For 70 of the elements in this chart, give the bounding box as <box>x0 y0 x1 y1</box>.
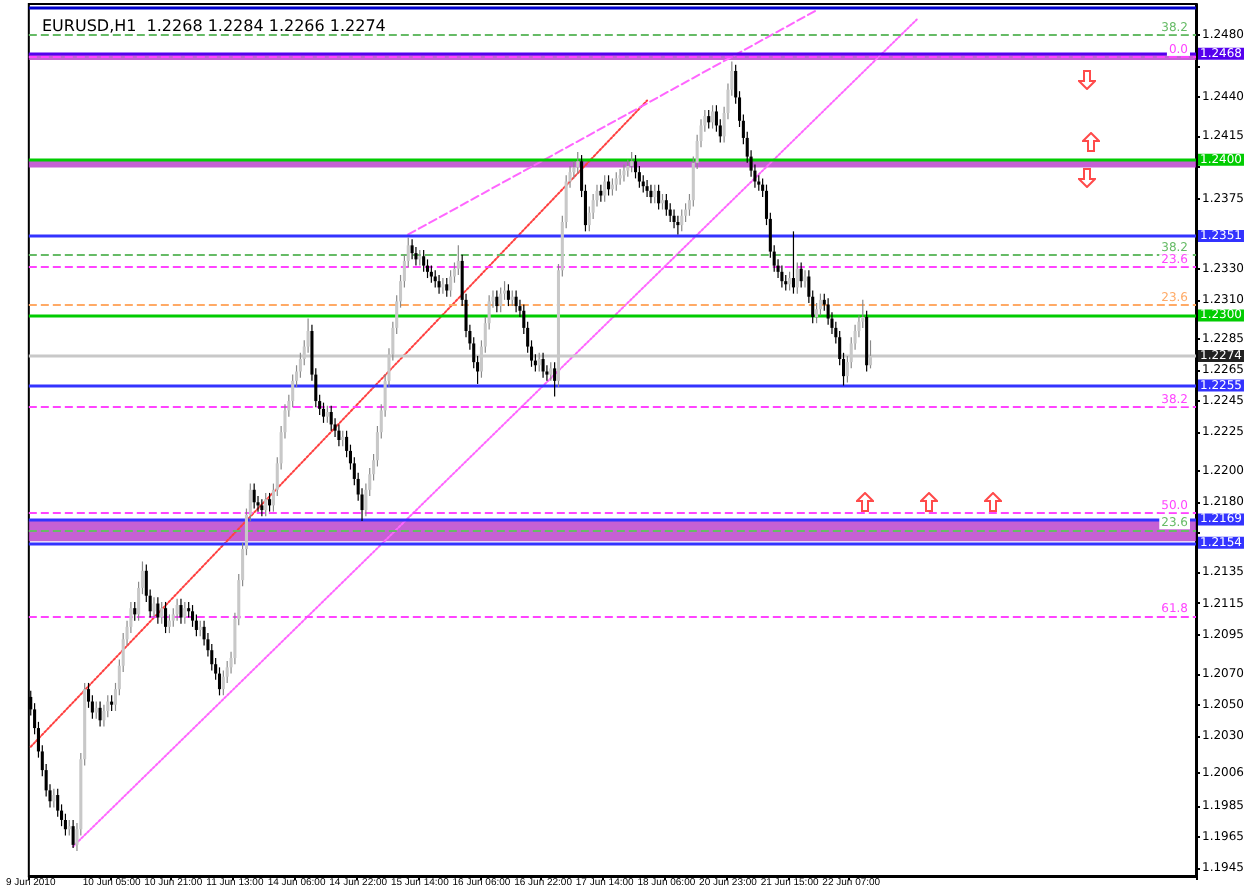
candlestick <box>618 168 622 186</box>
candlestick <box>668 202 672 223</box>
candlestick <box>499 286 503 313</box>
candlestick <box>622 163 626 183</box>
candlestick <box>541 352 545 379</box>
candlestick <box>337 423 341 447</box>
candlestick <box>506 283 510 307</box>
candlestick <box>599 184 603 203</box>
candlestick <box>179 598 183 625</box>
candlestick <box>684 202 688 223</box>
text: EURUSD,H1 1.2268 1.2284 1.2266 1.2274 <box>42 17 386 35</box>
candlestick <box>175 598 179 622</box>
candlestick <box>194 613 198 637</box>
candlestick <box>549 361 553 382</box>
candlestick <box>861 299 865 329</box>
candlestick <box>410 238 414 260</box>
candlestick <box>664 193 668 217</box>
candlestick <box>260 498 264 517</box>
candlestick <box>167 613 171 634</box>
candlestick <box>799 261 803 288</box>
candlestick <box>795 261 799 295</box>
candlestick <box>653 184 657 204</box>
candlestick <box>56 788 60 818</box>
candlestick <box>603 174 607 203</box>
candlestick <box>645 179 649 198</box>
candlestick <box>788 271 792 292</box>
candlestick <box>456 244 460 276</box>
candlestick <box>183 601 187 625</box>
candlestick <box>71 819 75 849</box>
candlestick <box>445 277 449 298</box>
candlestick <box>425 258 430 279</box>
candlestick <box>449 269 453 298</box>
candlestick <box>657 184 661 211</box>
candlestick <box>152 596 156 619</box>
candlestick <box>495 289 499 313</box>
candlestick <box>329 405 333 432</box>
candlestick <box>171 607 175 628</box>
candlestick <box>441 277 445 295</box>
candlestick <box>630 151 634 173</box>
candlestick <box>52 788 56 809</box>
candlestick <box>803 269 807 288</box>
candlestick <box>190 604 195 628</box>
candlestick <box>268 492 272 513</box>
candlestick <box>437 274 441 295</box>
candlestick <box>414 246 418 267</box>
candlestick <box>780 265 784 288</box>
candlestick <box>707 109 711 130</box>
candlestick <box>514 289 518 313</box>
candlestick <box>815 302 819 324</box>
candlestick <box>576 151 580 175</box>
candlestick <box>711 104 715 130</box>
candlestick <box>676 215 680 236</box>
candlestick <box>164 601 168 634</box>
candlestick <box>98 701 102 728</box>
candlestick <box>264 492 268 517</box>
candlestick <box>156 596 160 625</box>
candlestick <box>252 483 256 510</box>
candlestick <box>791 230 795 295</box>
candlestick <box>422 249 426 273</box>
candlestick <box>672 208 676 229</box>
candlestick <box>133 601 137 622</box>
candlestick <box>217 666 222 696</box>
candlestick <box>160 601 164 625</box>
candlestick <box>614 171 618 192</box>
candlestick <box>818 293 822 317</box>
candlestick <box>649 184 653 204</box>
candlestick <box>826 297 830 326</box>
candlestick <box>221 669 225 696</box>
candlestick <box>553 361 557 397</box>
candlestick <box>680 208 684 232</box>
